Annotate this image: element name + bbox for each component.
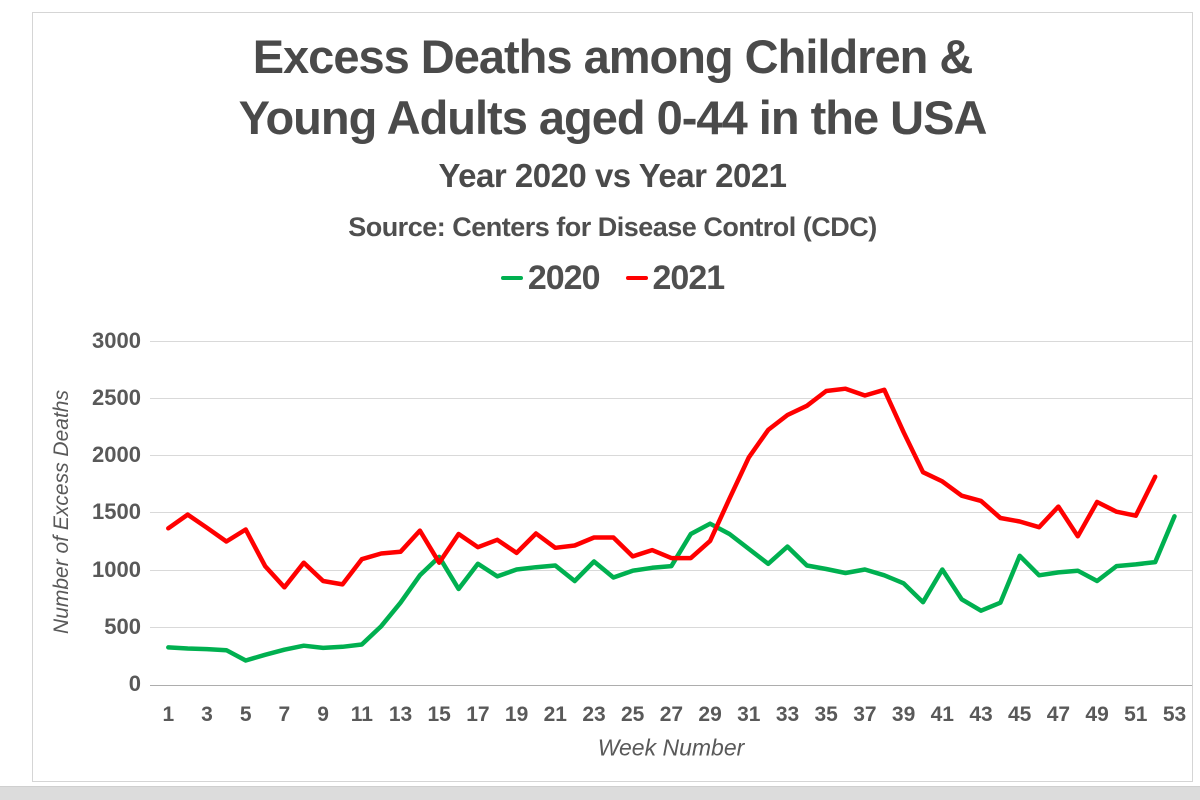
x-tick-label-53: 53 [1162, 703, 1187, 726]
x-tick-label-25: 25 [621, 703, 645, 726]
x-tick-label-11: 11 [350, 703, 373, 726]
window-bottom-strip [0, 786, 1200, 800]
x-tick-label-9: 9 [317, 703, 329, 726]
x-tick-label-13: 13 [388, 703, 413, 726]
gridline-1000 [150, 569, 1192, 571]
legend-dash-icon-2021 [625, 276, 648, 280]
x-tick-label-27: 27 [659, 703, 684, 726]
gridline-500 [150, 626, 1192, 628]
gridline-2000 [150, 455, 1192, 457]
x-axis-line [150, 685, 1192, 686]
legend-item-2021: 2021 [625, 258, 726, 298]
x-tick-label-5: 5 [239, 703, 252, 726]
x-tick-label-19: 19 [504, 703, 529, 726]
y-tick-label-2500: 2500 [92, 384, 141, 410]
chart-header: Excess Deaths among Children & Young Adu… [32, 26, 1193, 298]
y-tick-label-1000: 1000 [92, 556, 141, 582]
gridline-2500 [150, 397, 1192, 399]
x-tick-label-33: 33 [775, 703, 800, 726]
x-tick-label-43: 43 [969, 703, 993, 726]
x-tick-label-15: 15 [427, 703, 451, 726]
x-tick-label-35: 35 [814, 703, 838, 726]
legend-label-2020: 2020 [527, 258, 601, 297]
chart-title-line1: Excess Deaths among Children & [252, 30, 974, 83]
y-tick-label-1500: 1500 [92, 499, 141, 525]
x-tick-label-21: 21 [543, 703, 567, 726]
legend-dash-icon-2020 [500, 276, 523, 280]
x-tick-label-17: 17 [466, 703, 490, 726]
x-tick-label-7: 7 [278, 703, 291, 726]
y-tick-label-500: 500 [104, 613, 141, 639]
x-tick-label-37: 37 [853, 703, 877, 726]
x-axis-title: Week Number [597, 734, 745, 761]
gridline-3000 [150, 340, 1192, 342]
x-tick-label-1: 1 [162, 703, 175, 726]
y-tick-label-3000: 3000 [92, 327, 141, 353]
legend-label-2021: 2021 [652, 258, 726, 297]
x-tick-label-29: 29 [698, 703, 722, 726]
chart-title-line2: Young Adults aged 0-44 in the USA [238, 91, 988, 144]
chart-legend: 2020 2021 [32, 258, 1193, 298]
x-tick-label-45: 45 [1008, 703, 1032, 726]
chart-subtitle: Year 2020 vs Year 2021 [438, 157, 787, 194]
y-axis-title: Number of Excess Deaths [50, 390, 73, 634]
x-tick-label-3: 3 [201, 703, 213, 726]
x-tick-label-23: 23 [582, 703, 606, 726]
legend-item-2020: 2020 [500, 258, 601, 298]
gridline-1500 [150, 512, 1192, 514]
x-tick-label-49: 49 [1085, 703, 1109, 726]
y-tick-label-2000: 2000 [92, 442, 141, 468]
x-tick-label-51: 51 [1124, 703, 1148, 726]
x-tick-label-41: 41 [930, 703, 954, 726]
chart-source-note: Source: Centers for Disease Control (CDC… [348, 212, 877, 242]
x-tick-label-31: 31 [737, 703, 761, 726]
x-tick-label-47: 47 [1046, 703, 1071, 726]
x-tick-label-39: 39 [891, 703, 916, 726]
y-tick-label-0: 0 [128, 671, 141, 696]
